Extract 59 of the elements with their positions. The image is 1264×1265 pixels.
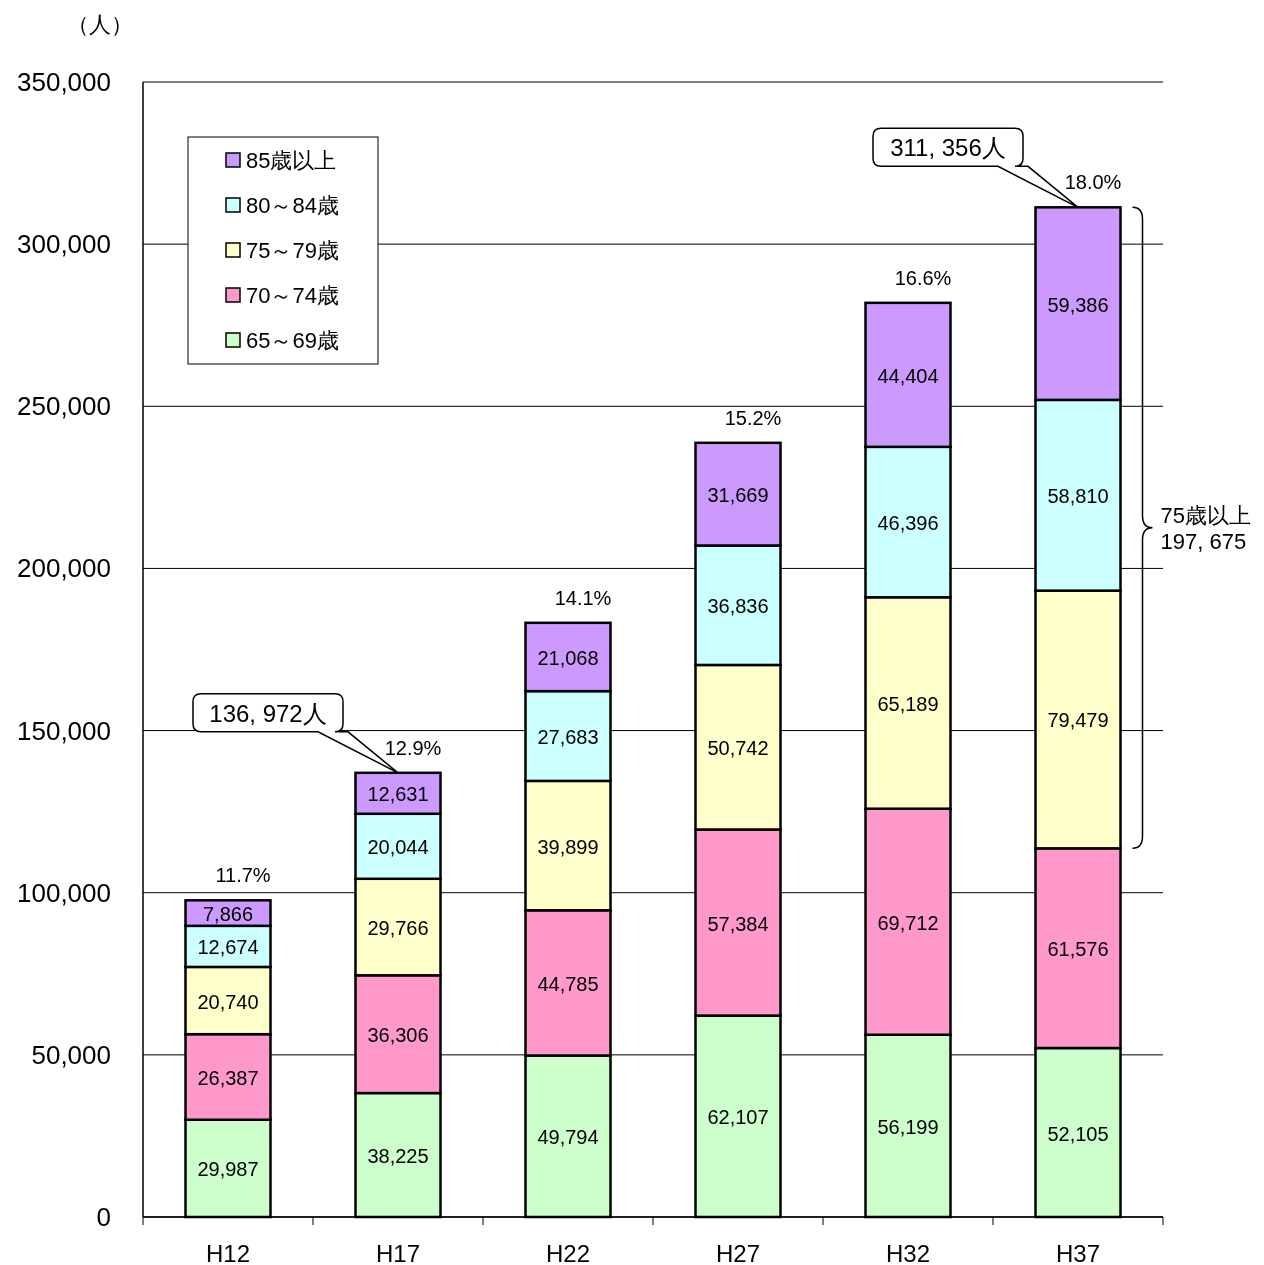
y-tick-label: 100,000 bbox=[17, 877, 111, 908]
data-label: 36,306 bbox=[367, 1024, 429, 1047]
annotation: 75歳以上 197, 675 bbox=[1160, 502, 1251, 555]
x-tick-label: H22 bbox=[545, 1240, 591, 1265]
x-tick-label: H17 bbox=[375, 1240, 421, 1265]
data-label: 12,631 bbox=[367, 783, 429, 806]
y-tick-label: 50,000 bbox=[31, 1039, 111, 1070]
y-tick-label: 0 bbox=[96, 1202, 111, 1232]
data-label: 36,836 bbox=[707, 595, 769, 618]
data-label: 20,044 bbox=[367, 836, 429, 859]
x-tick-label: H37 bbox=[1055, 1240, 1101, 1265]
data-label: 61,576 bbox=[1047, 938, 1109, 961]
legend-label: 70～74歳 bbox=[246, 283, 339, 308]
y-tick-label: 300,000 bbox=[17, 229, 111, 260]
y-tick-label: 150,000 bbox=[17, 715, 111, 746]
data-label: 39,899 bbox=[537, 835, 599, 858]
data-label: 29,766 bbox=[367, 917, 429, 940]
data-label: 44,404 bbox=[877, 364, 939, 387]
y-tick-label: 250,000 bbox=[17, 391, 111, 422]
legend-label: 85歳以上 bbox=[246, 148, 337, 173]
data-label: 21,068 bbox=[537, 646, 599, 669]
data-label: 62,107 bbox=[707, 1106, 769, 1129]
data-label: 58,810 bbox=[1047, 485, 1109, 508]
data-label: 12,674 bbox=[197, 936, 259, 959]
x-tick-label: H32 bbox=[885, 1240, 931, 1265]
data-label: 56,199 bbox=[877, 1115, 939, 1138]
data-label: 52,105 bbox=[1047, 1122, 1109, 1145]
annotation: 136, 972人 bbox=[209, 699, 327, 727]
data-label: 31,669 bbox=[707, 484, 769, 507]
annotation: 311, 356人 bbox=[890, 134, 1006, 162]
data-label: 59,386 bbox=[1047, 293, 1109, 316]
y-tick-label: 200,000 bbox=[17, 553, 111, 584]
data-label: 38,225 bbox=[367, 1145, 429, 1168]
data-label: 29,987 bbox=[197, 1158, 259, 1181]
data-label: 26,387 bbox=[197, 1066, 259, 1089]
annotation: 14.1% bbox=[554, 586, 612, 609]
data-label: 27,683 bbox=[537, 726, 599, 749]
data-label: 79,479 bbox=[1047, 709, 1109, 732]
y-tick-label: 350,000 bbox=[17, 67, 111, 97]
annotation: 12.9% bbox=[384, 736, 442, 759]
y-axis-title: （人） bbox=[67, 12, 133, 37]
data-label: 50,742 bbox=[707, 737, 769, 760]
x-tick-label: H12 bbox=[205, 1240, 251, 1265]
data-label: 69,712 bbox=[877, 911, 939, 934]
x-tick-label: H27 bbox=[715, 1240, 761, 1265]
data-label: 20,740 bbox=[197, 990, 259, 1013]
data-label: 65,189 bbox=[877, 692, 939, 715]
annotation: 11.7% bbox=[215, 864, 271, 887]
annotation: 15.2% bbox=[724, 406, 782, 429]
data-label: 49,794 bbox=[537, 1126, 599, 1149]
legend-label: 75～79歳 bbox=[246, 238, 339, 263]
legend-label: 80～84歳 bbox=[246, 193, 339, 218]
data-label: 44,785 bbox=[537, 972, 599, 995]
data-label: 57,384 bbox=[707, 912, 769, 935]
annotation: 16.6% bbox=[894, 266, 952, 289]
data-label: 46,396 bbox=[877, 512, 939, 535]
data-label: 7,866 bbox=[202, 903, 254, 926]
legend-label: 65～69歳 bbox=[246, 328, 339, 353]
annotation: 18.0% bbox=[1064, 171, 1122, 194]
